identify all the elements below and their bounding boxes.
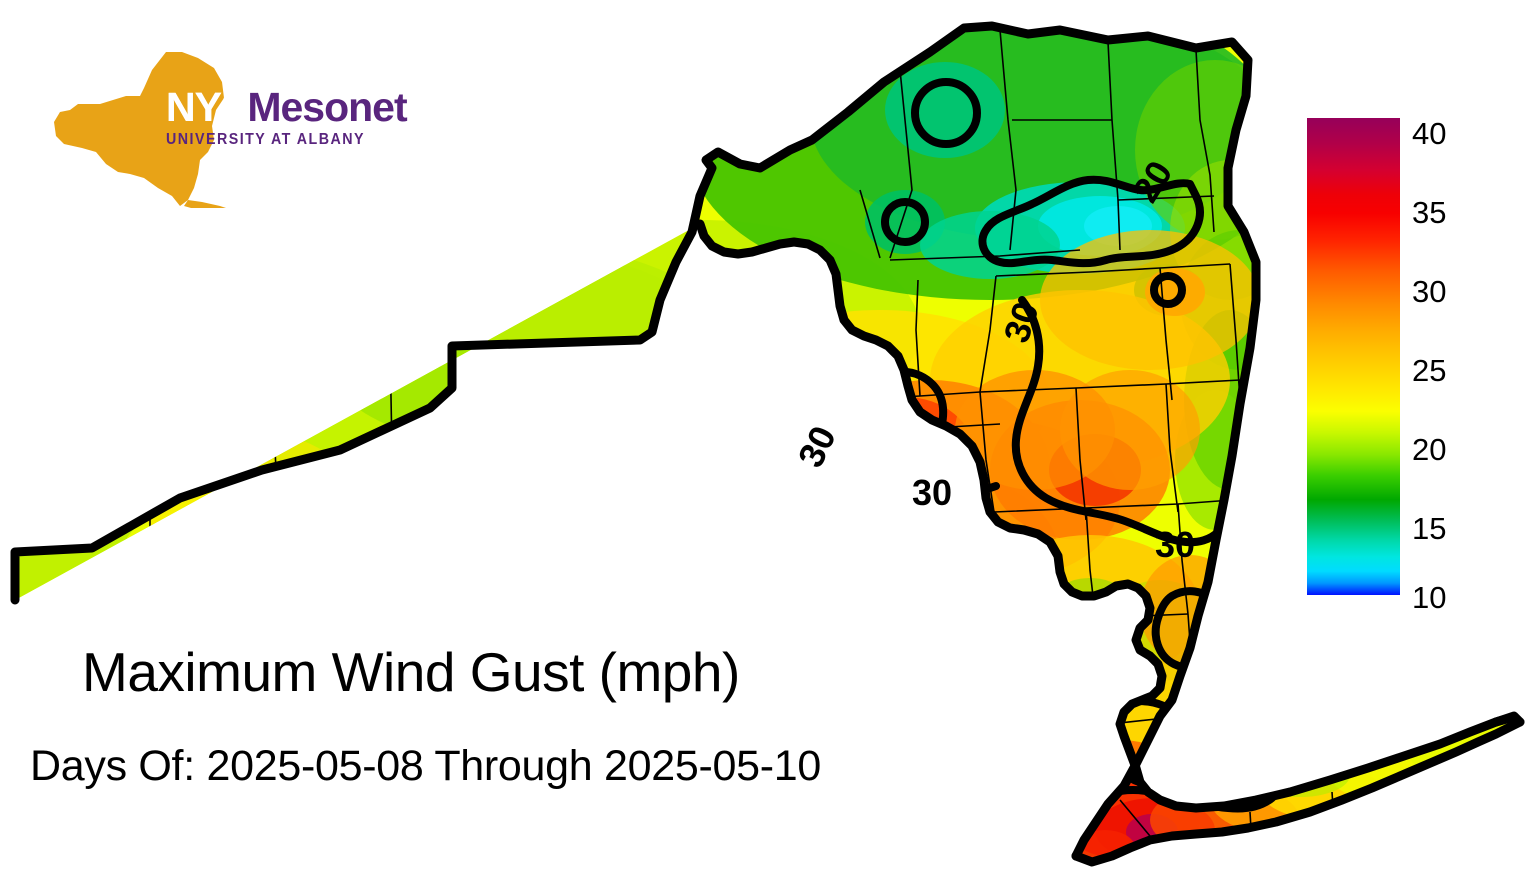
date-range-subtitle: Days Of: 2025-05-08 Through 2025-05-10 bbox=[30, 742, 821, 790]
contour-label-30-southern-tier: 30 bbox=[790, 420, 844, 474]
colorbar bbox=[1307, 118, 1400, 595]
colorbar-tick-20: 20 bbox=[1412, 432, 1447, 467]
colorbar-tick-labels: 40 35 30 25 20 15 10 bbox=[1412, 100, 1532, 620]
colorbar-tick-30: 30 bbox=[1412, 274, 1447, 309]
logo-brand-line: NYSMesonet bbox=[166, 86, 456, 128]
contour-labels: 20 30 30 30 30 bbox=[790, 154, 1195, 565]
contour-label-30-central: 30 bbox=[912, 472, 952, 513]
logo-nys-text: NYS bbox=[166, 84, 248, 130]
colorbar-gradient bbox=[1307, 118, 1400, 595]
colorbar-tick-15: 15 bbox=[1412, 511, 1447, 546]
page-title: Maximum Wind Gust (mph) bbox=[82, 641, 740, 703]
logo-wordmark: NYSMesonet UNIVERSITY AT ALBANY bbox=[166, 86, 456, 149]
nys-mesonet-logo: NYSMesonet UNIVERSITY AT ALBANY bbox=[48, 48, 408, 208]
ny-state-logo-icon bbox=[54, 52, 226, 208]
logo-mesonet-text: Mesonet bbox=[247, 84, 407, 130]
colorbar-tick-10: 10 bbox=[1412, 580, 1447, 615]
contour-label-30-hudson: 30 bbox=[1155, 524, 1195, 565]
logo-affiliation-text: UNIVERSITY AT ALBANY bbox=[166, 131, 365, 148]
colorbar-tick-25: 25 bbox=[1412, 353, 1447, 388]
colorbar-tick-35: 35 bbox=[1412, 195, 1447, 230]
colorbar-tick-40: 40 bbox=[1412, 116, 1447, 151]
